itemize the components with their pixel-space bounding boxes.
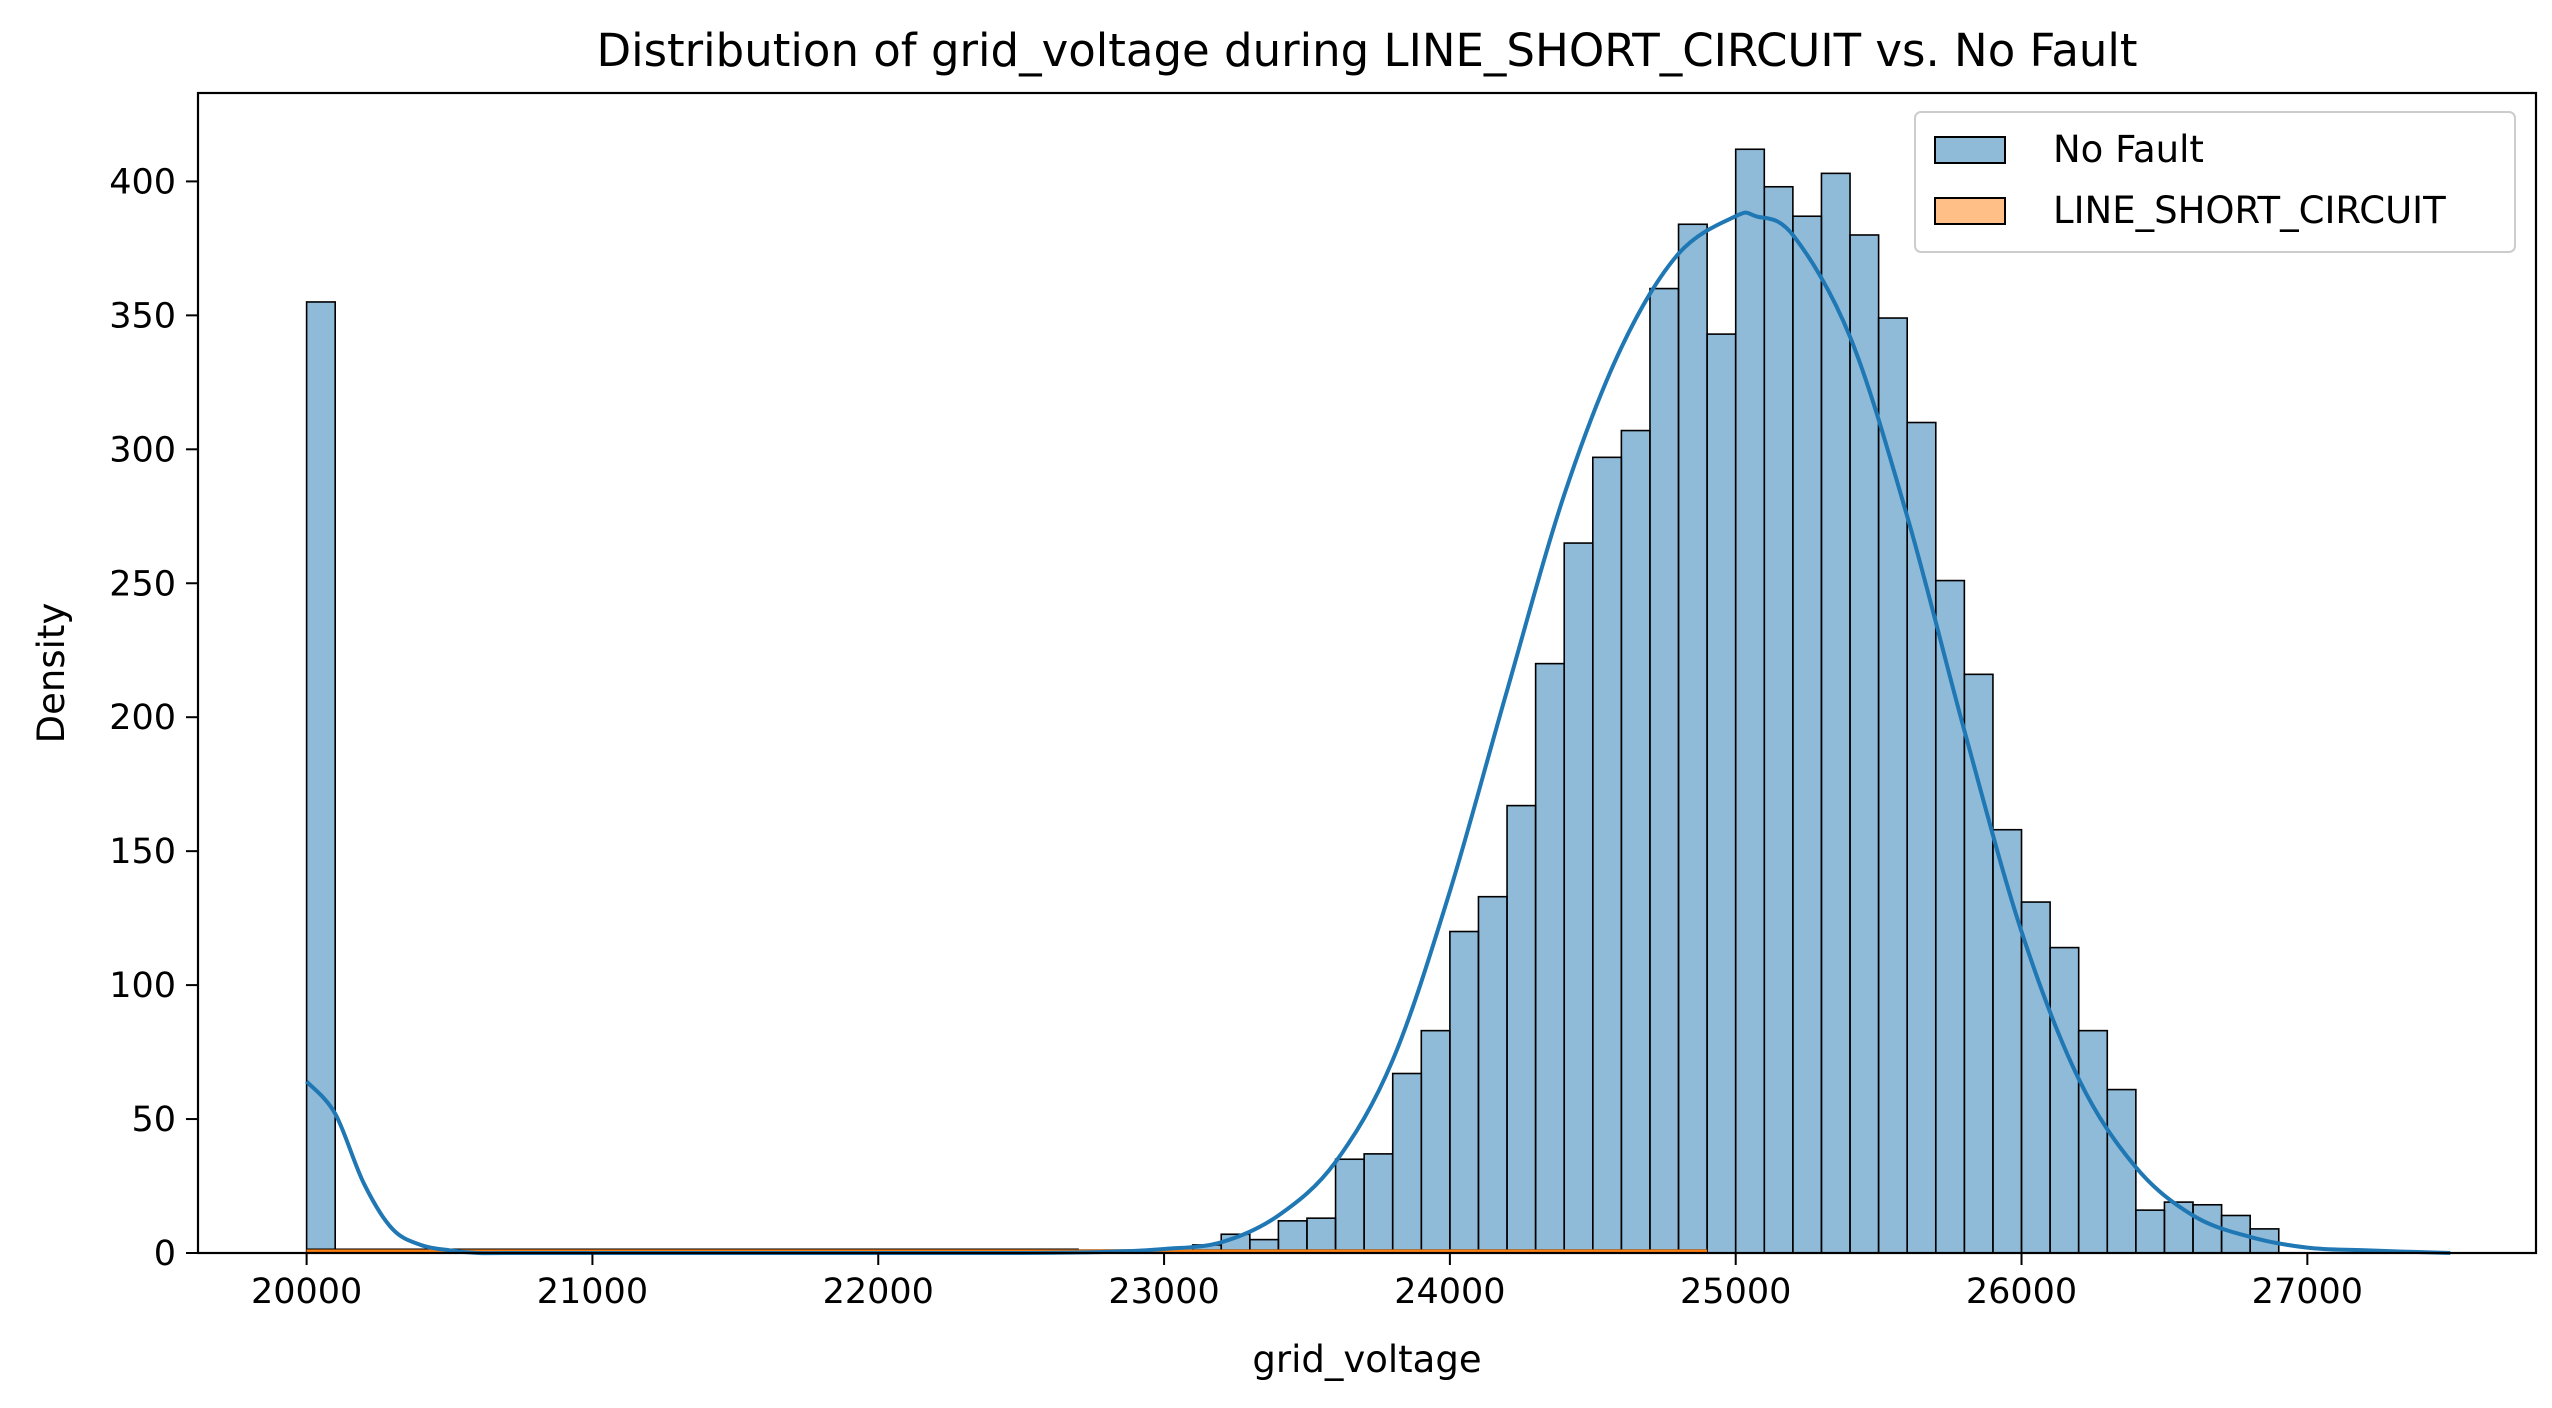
legend: No Fault LINE_SHORT_CIRCUIT (1914, 111, 2516, 253)
no-fault-bar (1992, 828, 2023, 1254)
no-fault-bar (1620, 429, 1651, 1254)
no-fault-bar (2135, 1209, 2166, 1254)
no-fault-bar (1449, 930, 1480, 1254)
legend-swatch-line-short-circuit (1934, 197, 2006, 225)
x-tick-label: 24000 (1394, 1272, 1505, 1312)
no-fault-bar (1934, 579, 1966, 1254)
x-axis-label: grid_voltage (1252, 1338, 1481, 1381)
no-fault-bar (1391, 1072, 1423, 1254)
no-fault-bar (1792, 215, 1823, 1254)
no-fault-bar (1649, 287, 1680, 1254)
no-fault-bar (1420, 1029, 1451, 1254)
no-fault-bar (1963, 673, 1994, 1254)
y-tick-label: 250 (109, 564, 176, 604)
no-fault-bars (305, 148, 2280, 1254)
y-tick-label: 350 (109, 296, 176, 336)
no-fault-bar (1734, 148, 1766, 1254)
y-tick-label: 50 (131, 1100, 176, 1140)
no-fault-bar (1563, 542, 1594, 1254)
no-fault-bar (2020, 901, 2051, 1254)
x-tick-label: 25000 (1680, 1272, 1791, 1312)
no-fault-bar (1306, 1217, 1337, 1254)
plot-area-frame (196, 91, 2538, 1255)
x-tick-label: 21000 (537, 1272, 648, 1312)
no-fault-bar (1277, 1220, 1308, 1254)
legend-label-no-fault: No Fault (2053, 128, 2204, 171)
y-tick-label: 200 (109, 698, 176, 738)
x-tick-label: 22000 (823, 1272, 934, 1312)
no-fault-bar (1849, 234, 1880, 1254)
no-fault-bar (2106, 1088, 2137, 1254)
y-tick-label: 0 (154, 1234, 176, 1274)
y-tick-label: 400 (109, 162, 176, 202)
no-fault-bar (1820, 172, 1851, 1254)
legend-label-line-short-circuit: LINE_SHORT_CIRCUIT (2053, 189, 2446, 232)
no-fault-bar (1906, 421, 1937, 1254)
no-fault-bar (1363, 1153, 1394, 1254)
chart-title: Distribution of grid_voltage during LINE… (596, 24, 2137, 77)
no-fault-bar (1334, 1158, 1365, 1254)
no-fault-bar (2077, 1029, 2109, 1254)
legend-swatch-no-fault (1934, 136, 2006, 164)
no-fault-bar (1677, 223, 1708, 1254)
x-tick-label: 20000 (251, 1272, 362, 1312)
no-fault-bar (1477, 895, 1508, 1254)
y-tick-label: 150 (109, 832, 176, 872)
no-fault-bar (1706, 333, 1737, 1254)
no-fault-bar (1877, 317, 1908, 1254)
x-axis: 20000 21000 22000 23000 24000 25000 26000 27000 (251, 1253, 2363, 1312)
no-fault-bar (2049, 946, 2080, 1254)
no-fault-bar (1763, 185, 1794, 1254)
no-fault-bar (1591, 456, 1623, 1254)
legend-frame (1914, 111, 2516, 253)
no-fault-bar (1534, 662, 1566, 1254)
x-tick-label: 27000 (2252, 1272, 2363, 1312)
y-axis-label: Density (30, 603, 73, 744)
y-tick-label: 300 (109, 430, 176, 470)
x-tick-label: 26000 (1966, 1272, 2077, 1312)
no-fault-bar (2163, 1201, 2194, 1254)
y-axis: 0 50 100 150 200 250 300 350 400 (109, 162, 198, 1274)
no-fault-bar (1506, 804, 1537, 1254)
x-tick-label: 23000 (1108, 1272, 1219, 1312)
y-tick-label: 100 (109, 966, 176, 1006)
